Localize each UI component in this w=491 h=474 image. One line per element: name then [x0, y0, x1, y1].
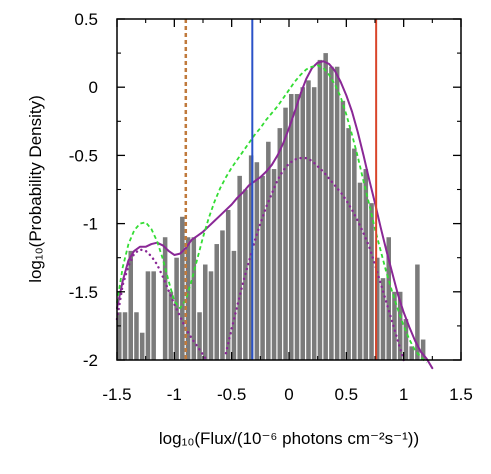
histogram-bar	[363, 169, 369, 360]
histogram-bar	[375, 257, 380, 360]
histogram-bar	[357, 182, 363, 360]
histogram-bar	[311, 87, 317, 360]
histogram-bar	[203, 264, 208, 360]
histogram-bar	[289, 94, 294, 361]
histogram-bar	[128, 250, 133, 360]
histogram-bar	[403, 319, 409, 360]
x-axis-title: log₁₀(Flux/(10⁻⁶ photons cm⁻²s⁻¹))	[159, 429, 419, 448]
histogram-bar	[386, 237, 391, 360]
y-tick-label: -0.5	[69, 146, 98, 165]
y-tick-label: 0.5	[74, 10, 98, 29]
histogram-bar	[139, 332, 145, 360]
histogram-bar	[231, 250, 237, 360]
x-tick-label: -1	[167, 385, 182, 404]
histogram-bar	[122, 312, 128, 360]
histogram-bar	[248, 155, 254, 360]
histogram-bar	[197, 312, 202, 360]
histogram-bar	[300, 87, 305, 360]
fit-curve-solid-0	[116, 60, 434, 370]
y-tick-label: -1	[83, 215, 98, 234]
y-tick-labels: -2 -1.5 -1 -0.5 0 0.5	[69, 10, 98, 370]
histogram-bar	[334, 66, 340, 361]
histogram-bar	[340, 100, 346, 360]
y-tick-label: -1.5	[69, 283, 98, 302]
histogram-bar	[168, 291, 174, 360]
histogram-bar	[145, 271, 151, 360]
histogram-bar	[271, 169, 277, 360]
histogram-bar	[191, 237, 197, 360]
histogram-bar	[237, 175, 242, 360]
fit-curve-dashed-3	[116, 64, 428, 364]
histogram-bar	[208, 271, 214, 360]
histogram-bar	[277, 128, 283, 360]
histogram-bar	[134, 312, 139, 360]
reference-lines	[184, 19, 378, 360]
histogram-bar	[162, 237, 168, 360]
fit-curve-dotted-2	[224, 156, 405, 362]
histogram-bars	[117, 53, 426, 361]
histogram-bar	[380, 278, 386, 360]
x-tick-label: -0.5	[217, 385, 246, 404]
histogram-bar	[185, 237, 191, 360]
histogram-bar	[346, 128, 351, 360]
y-tick-label: 0	[89, 78, 98, 97]
y-axis-title: log₁₀(Probability Density)	[26, 95, 45, 283]
y-tick-label: -2	[83, 351, 98, 370]
fit-curves	[115, 60, 434, 370]
histogram-bar	[266, 141, 271, 360]
x-tick-label: 1	[399, 385, 408, 404]
histogram-bar	[260, 175, 265, 360]
histogram-bar	[220, 230, 225, 360]
histogram-bar	[225, 209, 231, 360]
histogram-bar	[283, 107, 288, 360]
histogram-bar	[151, 271, 156, 360]
histogram-bar	[214, 244, 219, 360]
histogram-bar	[352, 148, 357, 360]
histogram-bar	[369, 203, 374, 360]
histogram-bar	[180, 216, 185, 360]
histogram-bar	[323, 53, 328, 360]
x-tick-labels: -1.5 -1 -0.5 0 0.5 1 1.5	[102, 385, 472, 404]
histogram-bar	[254, 162, 260, 360]
histogram-bar	[415, 264, 420, 360]
histogram-bar	[294, 94, 300, 361]
histogram-bar	[306, 80, 311, 360]
histogram-bar	[117, 312, 122, 360]
axis-ticks	[116, 18, 462, 361]
x-tick-label: 0.5	[335, 385, 359, 404]
x-tick-label: -1.5	[102, 385, 131, 404]
histogram-bar	[397, 291, 403, 360]
x-tick-label: 1.5	[449, 385, 473, 404]
fit-curve-dotted-1	[115, 248, 208, 362]
x-tick-label: 0	[284, 385, 293, 404]
histogram-bar	[329, 66, 334, 361]
histogram-bar	[409, 346, 414, 360]
histogram-bar	[317, 59, 323, 361]
histogram-bar	[420, 339, 426, 360]
